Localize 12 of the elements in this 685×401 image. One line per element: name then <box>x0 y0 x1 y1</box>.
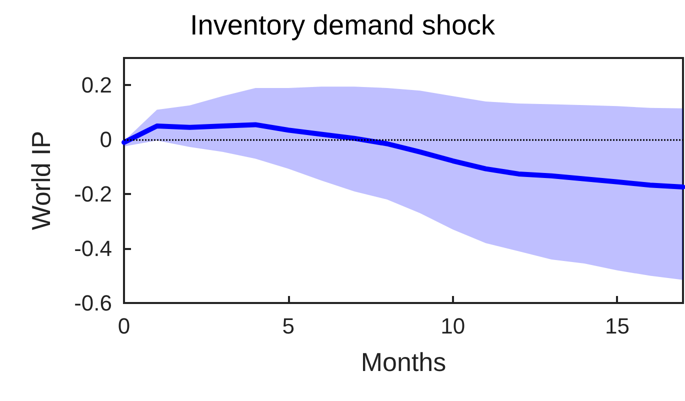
y-tick-label: -0.6 <box>74 290 112 316</box>
x-tick-label: 15 <box>604 314 630 338</box>
y-tick-label: -0.4 <box>74 236 112 262</box>
x-tick-label: 5 <box>282 314 295 338</box>
y-axis-title: World IP <box>26 130 56 230</box>
chart-title: Inventory demand shock <box>190 10 496 40</box>
x-tick-label: 10 <box>440 314 466 338</box>
y-tick-label: 0.2 <box>81 72 112 98</box>
x-tick-label: 0 <box>118 314 130 338</box>
x-axis-title: Months <box>360 347 446 377</box>
y-tick-label: -0.2 <box>74 182 112 207</box>
y-tick-label: 0 <box>100 127 112 152</box>
